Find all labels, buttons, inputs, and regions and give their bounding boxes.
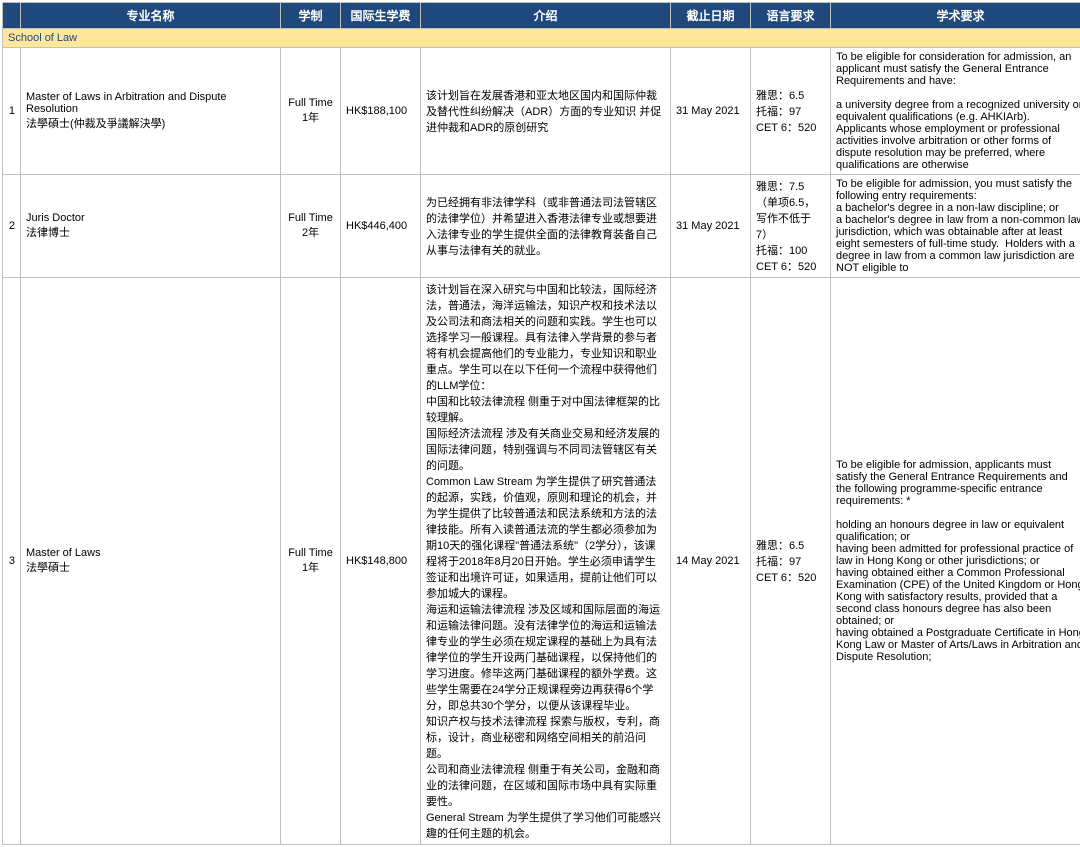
- row-num: 2: [3, 175, 21, 278]
- header-fee: 国际生学费: [341, 3, 421, 29]
- language-req: 雅思：6.5 托福：97 CET 6：520: [751, 278, 831, 845]
- tuition-fee: HK$188,100: [341, 48, 421, 175]
- language-req: 雅思：6.5 托福：97 CET 6：520: [751, 48, 831, 175]
- academic-req: To be eligible for consideration for adm…: [831, 48, 1080, 175]
- program-name: Master of Laws in Arbitration and Disput…: [21, 48, 281, 175]
- academic-req: To be eligible for admission, applicants…: [831, 278, 1080, 845]
- program-name: Master of Laws 法學碩士: [21, 278, 281, 845]
- table-row: 1Master of Laws in Arbitration and Dispu…: [3, 48, 1080, 175]
- programs-table: 专业名称 学制 国际生学费 介绍 截止日期 语言要求 学术要求 专业链接 Sch…: [2, 2, 1080, 845]
- row-num: 1: [3, 48, 21, 175]
- header-row: 专业名称 学制 国际生学费 介绍 截止日期 语言要求 学术要求 专业链接: [3, 3, 1080, 29]
- academic-req: To be eligible for admission, you must s…: [831, 175, 1080, 278]
- study-type: Full Time 2年: [281, 175, 341, 278]
- row-num: 3: [3, 278, 21, 845]
- header-desc: 介绍: [421, 3, 671, 29]
- header-lang: 语言要求: [751, 3, 831, 29]
- table-row: 2Juris Doctor 法律博士Full Time 2年HK$446,400…: [3, 175, 1080, 278]
- program-name: Juris Doctor 法律博士: [21, 175, 281, 278]
- section-label: School of Law: [3, 29, 1080, 48]
- tuition-fee: HK$148,800: [341, 278, 421, 845]
- description: 该计划旨在深入研究与中国和比较法，国际经济法，普通法，海洋运输法，知识产权和技术…: [421, 278, 671, 845]
- section-row: School of Law: [3, 29, 1080, 48]
- header-acad: 学术要求: [831, 3, 1080, 29]
- deadline: 31 May 2021: [671, 175, 751, 278]
- header-deadline: 截止日期: [671, 3, 751, 29]
- header-name: 专业名称: [21, 3, 281, 29]
- description: 该计划旨在发展香港和亚太地区国内和国际仲裁及替代性纠纷解决（ADR）方面的专业知…: [421, 48, 671, 175]
- table-row: 3Master of Laws 法學碩士Full Time 1年HK$148,8…: [3, 278, 1080, 845]
- deadline: 14 May 2021: [671, 278, 751, 845]
- tuition-fee: HK$446,400: [341, 175, 421, 278]
- header-type: 学制: [281, 3, 341, 29]
- description: 为已经拥有非法律学科（或非普通法司法管辖区的法律学位）并希望进入香港法律专业或想…: [421, 175, 671, 278]
- study-type: Full Time 1年: [281, 278, 341, 845]
- language-req: 雅思：7.5（单项6.5，写作不低于7） 托福：100 CET 6：520: [751, 175, 831, 278]
- header-num: [3, 3, 21, 29]
- study-type: Full Time 1年: [281, 48, 341, 175]
- deadline: 31 May 2021: [671, 48, 751, 175]
